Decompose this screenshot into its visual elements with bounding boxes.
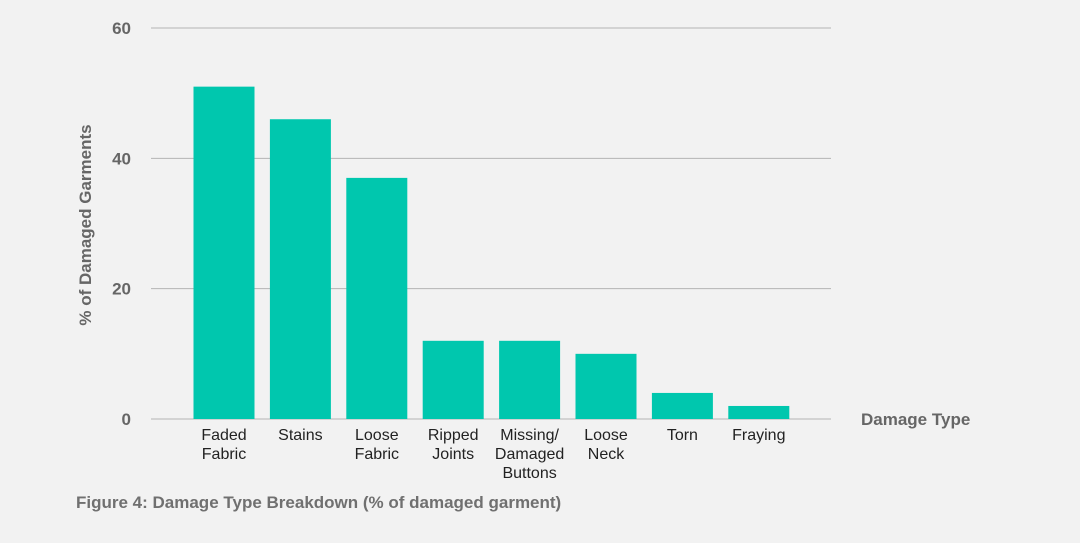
y-axis-ticks: 0 20 40 60 <box>112 19 131 429</box>
bar <box>728 405 790 419</box>
x-tick-label: Missing/Damaged Buttons <box>495 427 564 482</box>
y-axis-label: % of Damaged Garments <box>76 124 95 325</box>
bars <box>193 86 790 420</box>
y-tick-label: 20 <box>112 280 131 299</box>
bar <box>499 340 561 419</box>
x-axis-ticks: Faded Fabric Stains Loose Fabric Ripped Joints… <box>201 427 785 482</box>
x-axis-label: Damage Type <box>861 410 970 429</box>
x-tick-label: Loose Neck <box>584 427 628 463</box>
bar <box>269 119 331 419</box>
bar <box>193 86 255 420</box>
bar <box>575 353 637 419</box>
x-tick-label: Ripped Joints <box>428 427 479 463</box>
bar <box>651 392 713 419</box>
x-tick-label: Torn <box>667 427 698 444</box>
x-tick-label: Fraying <box>732 427 785 444</box>
x-tick-label: Stains <box>278 427 322 444</box>
bar <box>346 177 408 419</box>
x-tick-label: Faded Fabric <box>201 427 246 463</box>
y-tick-label: 0 <box>122 410 131 429</box>
y-tick-label: 40 <box>112 149 131 168</box>
figure-caption: Figure 4: Damage Type Breakdown (% of da… <box>76 493 562 512</box>
y-tick-label: 60 <box>112 19 131 38</box>
bar <box>422 340 484 419</box>
gridlines <box>151 27 831 420</box>
x-tick-label: Loose Fabric <box>355 427 399 463</box>
